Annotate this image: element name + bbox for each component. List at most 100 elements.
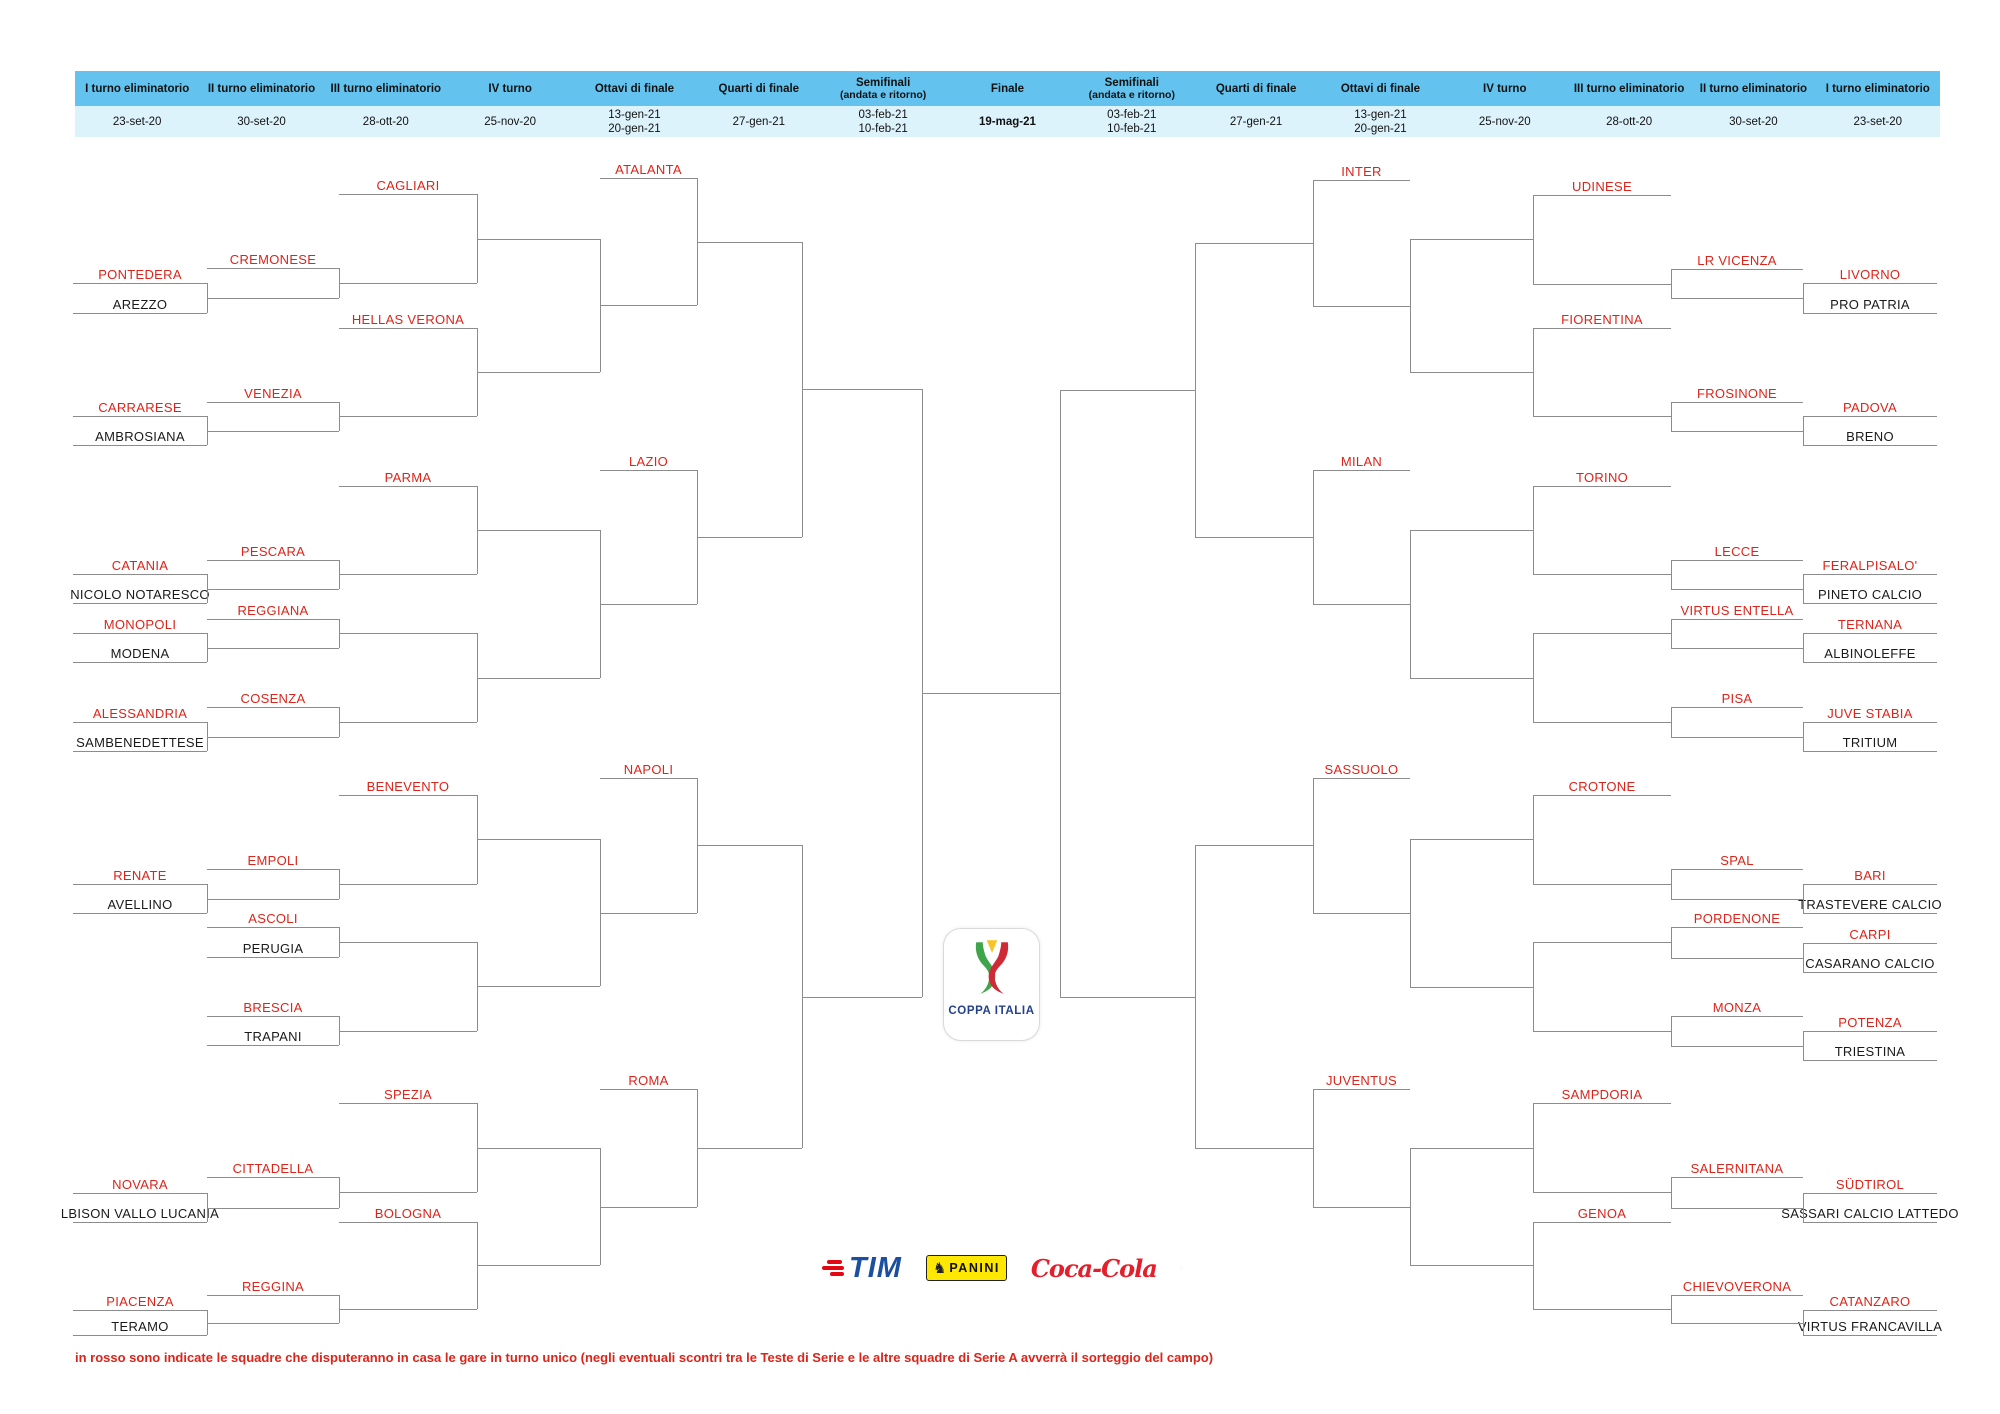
bracket-line xyxy=(697,241,802,243)
team-label: NICOLO NOTARESCO xyxy=(70,587,210,602)
bracket-line xyxy=(1803,662,1937,663)
team-label: BARI xyxy=(1854,868,1886,883)
team-label: LBISON VALLO LUCANIA xyxy=(60,1206,220,1221)
team-label: LIVORNO xyxy=(1839,267,1901,282)
team-label: TRASTEVERE CALCIO xyxy=(1798,897,1942,912)
round-date-band: 23-set-20 30-set-20 28-ott-20 25-nov-20 13-g… xyxy=(75,106,1940,137)
bracket-line xyxy=(73,1193,207,1194)
tim-wordmark: TIM xyxy=(849,1251,902,1284)
tim-bars-icon xyxy=(822,1260,844,1276)
bracket-connector xyxy=(1410,530,1411,678)
bracket-line xyxy=(73,913,207,914)
bracket-line xyxy=(697,845,802,847)
bracket-line xyxy=(207,1177,339,1178)
round-header: Quarti di finale xyxy=(1215,82,1297,95)
bracket-line xyxy=(1803,722,1937,723)
bracket-connector xyxy=(1671,560,1672,589)
team-label: PERUGIA xyxy=(242,941,304,956)
bracket-line xyxy=(207,430,339,432)
round-date: 19-mag-21 xyxy=(979,115,1036,128)
bracket-line xyxy=(1803,1060,1937,1061)
bracket-connector xyxy=(1803,1310,1804,1335)
team-label: PESCARA xyxy=(240,544,306,559)
sponsor-cocacola-logo: Coca-Cola xyxy=(1030,1253,1158,1283)
team-label: PIACENZA xyxy=(106,1294,174,1309)
bracket-line xyxy=(1803,1310,1937,1311)
team-label: TORINO xyxy=(1575,470,1629,485)
team-label: REGGINA xyxy=(241,1279,305,1294)
bracket-line xyxy=(1671,1045,1803,1047)
round-date: 25-nov-20 xyxy=(484,115,537,128)
team-label: MONZA xyxy=(1712,1000,1762,1015)
team-label: MILAN xyxy=(1340,454,1383,469)
bracket-line xyxy=(339,1030,477,1032)
round-date: 27-gen-21 xyxy=(1229,115,1283,128)
round-date: 03-feb-21 10-feb-21 xyxy=(858,108,908,135)
team-label: SASSUOLO xyxy=(1324,762,1399,777)
bracket-connector xyxy=(1410,1147,1411,1266)
panini-wordmark: PANINI xyxy=(949,1261,1000,1275)
bracket-line xyxy=(1803,943,1937,944)
team-label: SAMPDORIA xyxy=(1561,1087,1643,1102)
team-label: BOLOGNA xyxy=(374,1206,442,1221)
bracket-line xyxy=(1195,1147,1313,1149)
bracket-line xyxy=(207,647,339,649)
bracket-line xyxy=(1313,180,1410,181)
bracket-line xyxy=(1533,1030,1671,1032)
team-label: CATANIA xyxy=(111,558,169,573)
bracket-line xyxy=(73,722,207,723)
round-header: III turno eliminatorio xyxy=(1573,82,1685,95)
team-label: CATANZARO xyxy=(1829,1294,1911,1309)
bracket-line xyxy=(1313,1089,1410,1090)
bracket-connector xyxy=(1533,633,1534,722)
bracket-connector xyxy=(1313,778,1314,913)
bracket-line xyxy=(207,1045,339,1046)
bracket-line xyxy=(73,751,207,752)
bracket-connector xyxy=(1803,943,1804,972)
bracket-line xyxy=(1671,430,1803,432)
bracket-connector xyxy=(1410,839,1411,987)
bracket-line xyxy=(73,1335,207,1336)
team-label: FROSINONE xyxy=(1697,386,1777,401)
bracket-line xyxy=(1313,778,1410,779)
team-label: CARPI xyxy=(1849,927,1891,942)
team-label: INTER xyxy=(1341,164,1382,179)
bracket-connector xyxy=(1195,845,1196,1148)
bracket-connector xyxy=(1313,470,1314,604)
team-label: LAZIO xyxy=(628,454,669,469)
bracket-connector xyxy=(1671,1295,1672,1323)
nike-swoosh-icon xyxy=(1180,1267,1182,1269)
round-header: III turno eliminatorio xyxy=(330,82,442,95)
bracket-line xyxy=(1060,996,1195,998)
bracket-line xyxy=(1410,1265,1533,1267)
bracket-line xyxy=(1533,486,1671,487)
team-label: SALERNITANA xyxy=(1690,1161,1784,1176)
bracket-line xyxy=(477,1265,600,1267)
bracket-line xyxy=(1803,603,1937,604)
bracket-connector xyxy=(1313,1089,1314,1207)
bracket-line xyxy=(600,912,697,914)
bracket-line xyxy=(1671,619,1803,620)
bracket-connector xyxy=(1671,269,1672,298)
team-label: CASARANO CALCIO xyxy=(1805,956,1935,971)
team-label: CHIEVOVERONA xyxy=(1682,1279,1792,1294)
team-label: PISA xyxy=(1721,691,1753,706)
bracket-line xyxy=(339,721,477,723)
team-label: LECCE xyxy=(1714,544,1760,559)
bracket-line xyxy=(1803,416,1937,417)
bracket-connector xyxy=(1533,195,1534,284)
bracket-line xyxy=(339,1192,477,1194)
bracket-line xyxy=(1533,633,1671,635)
bracket-line xyxy=(207,736,339,738)
team-label: TRAPANI xyxy=(244,1029,302,1044)
team-label: CARRARESE xyxy=(98,400,182,415)
team-label: REGGIANA xyxy=(237,603,309,618)
bracket-line xyxy=(1533,1222,1671,1223)
team-label: EMPOLI xyxy=(247,853,299,868)
bracket-connector xyxy=(1671,869,1672,899)
team-label: NOVARA xyxy=(112,1177,168,1192)
bracket-line xyxy=(802,389,922,391)
bracket-line xyxy=(207,869,339,870)
team-label: CAGLIARI xyxy=(376,178,440,193)
